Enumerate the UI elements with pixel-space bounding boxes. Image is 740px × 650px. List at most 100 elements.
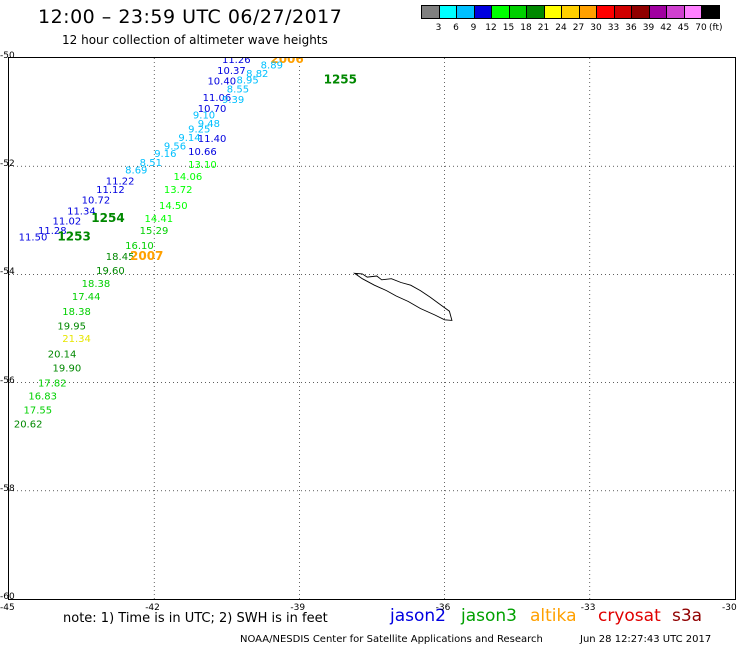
wave-height-label: 20.62	[14, 420, 43, 431]
wave-height-label: 11.06	[203, 93, 232, 104]
wave-height-label: 16.83	[28, 392, 57, 403]
wave-height-label: 15.29	[140, 226, 169, 237]
wave-height-label: 10.37	[217, 66, 246, 77]
coastline	[352, 272, 453, 321]
legend-swatch	[456, 5, 475, 19]
x-tick-label: -42	[145, 603, 160, 613]
y-tick-label: -54	[0, 267, 15, 278]
wave-height-label: 9.16	[154, 149, 176, 160]
legend-swatch	[526, 5, 545, 19]
wave-height-label: 1254	[91, 211, 124, 225]
legend-label: 36	[625, 23, 637, 33]
wave-height-label: 9.48	[198, 119, 220, 130]
wave-height-label: 18.38	[82, 279, 111, 290]
legend-swatch	[683, 5, 703, 19]
map-title: 12:00 – 23:59 UTC 06/27/2017	[38, 6, 343, 28]
wave-height-label: 11.12	[96, 185, 125, 196]
satellite-label-jason2: jason2	[390, 606, 446, 626]
x-tick-label: -33	[580, 603, 596, 613]
wave-height-label: 21.34	[62, 334, 91, 345]
wave-height-label: 1253	[57, 230, 90, 244]
wave-height-label: 9.14	[178, 133, 200, 144]
legend-swatch	[491, 5, 510, 19]
wave-height-label: 8.69	[125, 165, 147, 176]
wave-height-label: 16.10	[125, 241, 154, 252]
legend-label: 21	[537, 23, 550, 33]
legend-swatch	[701, 5, 720, 19]
wave-height-label: 10.72	[82, 196, 111, 207]
wave-height-label: 9.56	[164, 142, 186, 153]
x-tick-label: -30	[722, 603, 737, 613]
legend-unit: (ft)	[709, 23, 723, 33]
legend-label: 18	[520, 23, 532, 33]
wave-height-label: 2007	[130, 249, 163, 263]
wave-height-label: 9.39	[222, 95, 244, 106]
note-text: note: 1) Time is in UTC; 2) SWH is in fe…	[63, 611, 328, 626]
wave-height-label: 14.50	[159, 201, 188, 212]
legend-swatch	[421, 5, 440, 19]
legend-swatch	[578, 5, 598, 19]
legend-label: 9	[470, 23, 477, 33]
wave-height-label: 10.66	[188, 147, 217, 158]
wave-height-label: 8.89	[261, 60, 283, 71]
legend-label: 70	[695, 23, 707, 33]
wave-height-label: 19.90	[53, 363, 82, 374]
wave-height-label: 8.95	[236, 76, 258, 87]
wave-height-label: 18.38	[62, 307, 91, 318]
legend-label: 6	[453, 23, 459, 33]
wave-height-label: 9.25	[188, 124, 210, 135]
legend-swatch	[648, 5, 668, 19]
wave-height-label: 11.28	[38, 226, 67, 237]
x-tick-label: -45	[0, 603, 15, 613]
legend-label: 15	[502, 23, 515, 33]
legend-swatch	[561, 5, 580, 19]
wave-height-label: 11.26	[222, 58, 251, 66]
wave-height-label: 8.82	[246, 69, 268, 80]
wave-height-label: 18.45	[106, 252, 135, 263]
wave-height-label: 17.82	[38, 379, 67, 390]
legend-swatch	[543, 5, 563, 19]
wave-height-label: 11.40	[198, 134, 227, 145]
wave-height-label: 14.41	[145, 214, 174, 225]
legend-swatch	[631, 5, 650, 19]
y-tick-label: -50	[0, 51, 15, 61]
legend-swatch	[613, 5, 633, 19]
x-tick-label: -36	[435, 603, 451, 613]
wave-height-label: 20.14	[48, 349, 77, 360]
legend-label: 3	[435, 23, 442, 33]
legend-label: 39	[642, 23, 655, 33]
legend-swatch	[473, 5, 493, 19]
satellite-label-s3a: s3a	[672, 606, 703, 626]
satellite-label-jason3: jason3	[461, 606, 517, 626]
wave-height-label: 9.10	[193, 110, 215, 121]
wave-height-label: 11.50	[19, 233, 48, 244]
y-tick-label: -56	[0, 375, 15, 386]
wave-height-label: 1255	[324, 73, 357, 87]
legend-swatch	[438, 5, 458, 19]
wave-height-label: 19.60	[96, 266, 125, 277]
timestamp: Jun 28 12:27:43 UTC 2017	[580, 634, 712, 645]
wave-height-label: 14.06	[174, 172, 203, 183]
wave-height-label: 19.95	[57, 321, 86, 332]
credit-text: NOAA/NESDIS Center for Satellite Applica…	[240, 634, 543, 645]
map-plot: 11.26 2006 8.89 10.37 8.82 10.40 8.95 1255 8.55 1…	[8, 52, 736, 600]
wave-height-label: 17.44	[72, 292, 101, 303]
wave-height-label: 11.22	[106, 176, 135, 187]
wave-height-label: 10.40	[207, 77, 236, 88]
wave-height-label: 13.10	[188, 160, 217, 171]
legend-label: 27	[572, 23, 585, 33]
wave-height-label: 11.34	[67, 207, 96, 218]
y-tick-label: -52	[0, 159, 15, 170]
satellite-label-cryosat: cryosat	[598, 606, 661, 626]
satellite-label-altika: altika	[530, 606, 577, 626]
wave-height-label: 8.51	[140, 158, 162, 169]
legend-label: 24	[555, 23, 567, 33]
x-tick-label: -39	[290, 603, 306, 613]
legend-swatch	[508, 5, 528, 19]
legend-label: 33	[607, 23, 620, 33]
y-tick-label: -58	[0, 483, 15, 494]
map-subtitle: 12 hour collection of altimeter wave hei…	[62, 33, 328, 47]
wave-height-label: 10.70	[198, 104, 227, 115]
legend-label: 12	[485, 23, 497, 33]
